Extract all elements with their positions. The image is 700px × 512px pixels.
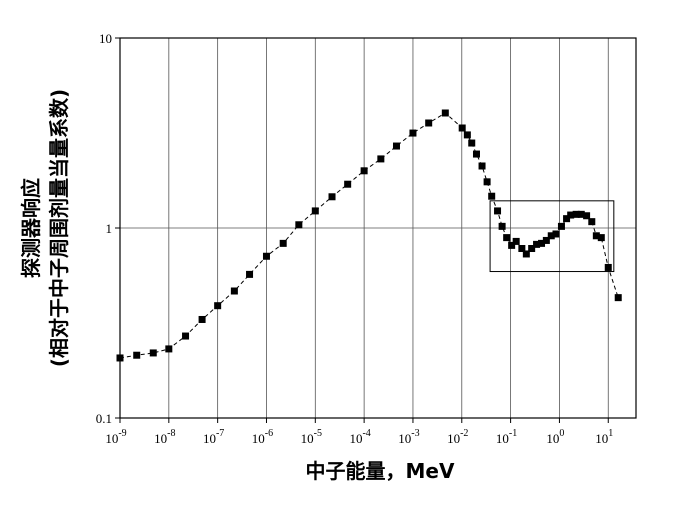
data-point: [557, 222, 565, 230]
data-point: [483, 178, 491, 186]
data-point: [604, 263, 612, 271]
data-point: [230, 287, 238, 295]
data-point: [409, 129, 417, 137]
data-point: [577, 210, 585, 218]
data-point: [503, 234, 511, 242]
data-point: [149, 349, 157, 357]
data-point: [518, 245, 526, 253]
data-point: [377, 155, 385, 163]
y-axis-label: 探测器响应: [19, 178, 43, 278]
x-tick-base: 10: [105, 431, 118, 446]
data-point: [588, 218, 596, 226]
data-point: [133, 351, 141, 359]
x-tick-exponent: -6: [265, 428, 273, 439]
x-tick-exponent: -2: [460, 428, 468, 439]
data-point: [262, 252, 270, 260]
data-point: [533, 240, 541, 248]
plot-frame: [119, 37, 637, 419]
x-tick-label: 10-3: [398, 428, 419, 446]
x-tick-label: 101: [595, 428, 613, 446]
x-tick-exponent: -4: [362, 428, 370, 439]
y-tick-label: 10: [99, 31, 112, 46]
data-point: [463, 131, 471, 139]
data-point: [538, 239, 546, 247]
x-tick-base: 10: [595, 431, 608, 446]
data-point: [198, 315, 206, 323]
x-tick-label: 10-9: [105, 428, 126, 446]
x-tick-label: 10-2: [447, 428, 468, 446]
x-tick-base: 10: [252, 431, 265, 446]
data-point: [328, 193, 336, 201]
data-point: [441, 109, 449, 117]
data-point: [295, 221, 303, 229]
data-point: [542, 236, 550, 244]
data-point: [458, 124, 466, 132]
x-tick-exponent: 1: [608, 428, 613, 439]
x-tick-exponent: 0: [559, 428, 564, 439]
data-point: [614, 294, 622, 302]
x-tick-label: 10-4: [349, 428, 370, 446]
x-tick-base: 10: [154, 431, 167, 446]
data-point: [522, 250, 530, 258]
data-point: [572, 210, 580, 218]
x-tick-label: 10-5: [301, 428, 322, 446]
data-point: [472, 150, 480, 158]
data-point: [116, 354, 124, 362]
data-point: [563, 215, 571, 223]
data-point: [528, 245, 536, 253]
data-point: [508, 241, 516, 249]
data-point: [214, 302, 222, 310]
y-tick-label: 0.1: [96, 411, 112, 426]
highlight-box: [489, 200, 615, 273]
x-tick-label: 10-1: [496, 428, 517, 446]
data-point: [392, 142, 400, 150]
x-tick-label: 100: [546, 428, 564, 446]
data-point: [552, 230, 560, 238]
data-point: [567, 211, 575, 219]
x-tick-exponent: -5: [314, 428, 322, 439]
data-point: [512, 237, 520, 245]
x-axis-label: 中子能量，MeV: [306, 459, 455, 483]
data-point: [360, 167, 368, 175]
x-tick-label: 10-7: [203, 428, 224, 446]
data-point: [478, 162, 486, 170]
data-point: [311, 207, 319, 215]
x-tick-label: 10-6: [252, 428, 273, 446]
y-tick-label: 1: [106, 221, 113, 236]
data-point: [583, 212, 591, 220]
x-tick-exponent: -3: [411, 428, 419, 439]
data-point: [425, 119, 433, 127]
data-point: [279, 239, 287, 247]
data-point: [165, 345, 173, 353]
x-tick-label: 10-8: [154, 428, 175, 446]
x-tick-exponent: -1: [509, 428, 517, 439]
data-point: [246, 270, 254, 278]
x-tick-exponent: -9: [118, 428, 126, 439]
data-point: [547, 232, 555, 240]
x-tick-base: 10: [203, 431, 216, 446]
y-axis-label: (相对于中子周围剂量当量系数): [47, 89, 71, 367]
data-point: [468, 139, 476, 147]
x-tick-exponent: -8: [167, 428, 175, 439]
x-tick-base: 10: [546, 431, 559, 446]
x-tick-exponent: -7: [216, 428, 224, 439]
data-point: [488, 192, 496, 200]
data-point: [494, 207, 502, 215]
data-point: [498, 222, 506, 230]
data-point: [344, 180, 352, 188]
series-line: [119, 112, 619, 359]
data-point: [592, 232, 600, 240]
data-point: [182, 332, 190, 340]
x-tick-base: 10: [398, 431, 411, 446]
x-tick-base: 10: [349, 431, 362, 446]
x-tick-base: 10: [496, 431, 509, 446]
x-tick-base: 10: [447, 431, 460, 446]
data-point: [597, 234, 605, 242]
x-tick-base: 10: [301, 431, 314, 446]
